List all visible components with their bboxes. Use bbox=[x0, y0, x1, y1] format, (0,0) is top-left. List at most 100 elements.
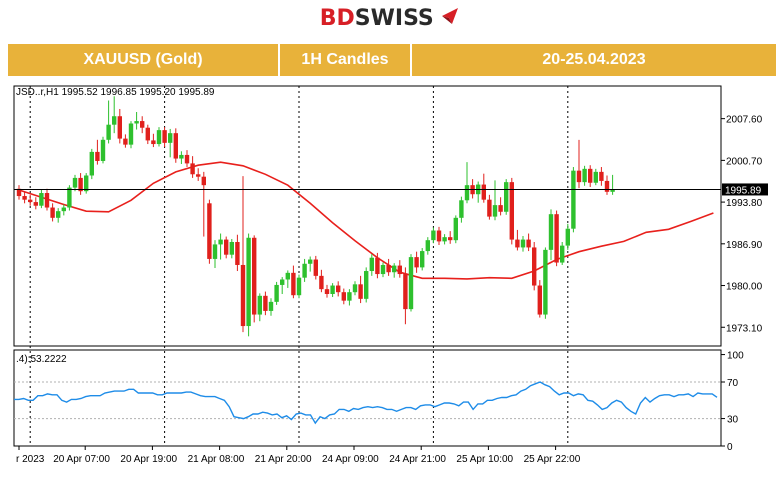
candle bbox=[95, 139, 100, 165]
candle bbox=[140, 116, 145, 134]
candle-body bbox=[554, 214, 559, 263]
candle bbox=[336, 281, 341, 297]
price-tick-label: 1980.00 bbox=[726, 282, 763, 293]
candle bbox=[582, 165, 587, 186]
candle bbox=[280, 277, 285, 294]
oscillator-tick-label: 0 bbox=[727, 442, 733, 453]
candle-body bbox=[599, 171, 604, 181]
price-tick-label: 2007.60 bbox=[726, 115, 763, 126]
time-tick-label: r 2023 bbox=[16, 454, 45, 465]
candle-body bbox=[100, 139, 106, 161]
candle-body bbox=[481, 184, 486, 200]
moving-average-line bbox=[18, 161, 714, 280]
candle bbox=[224, 236, 229, 259]
candle bbox=[504, 179, 509, 215]
candle bbox=[487, 194, 492, 220]
candle-body bbox=[397, 265, 402, 275]
candle-body bbox=[459, 200, 464, 218]
candle bbox=[257, 293, 262, 322]
candle bbox=[604, 175, 610, 195]
candle-body bbox=[22, 196, 27, 200]
candle bbox=[240, 176, 246, 333]
candle bbox=[588, 165, 593, 187]
candle-body bbox=[72, 177, 78, 188]
candle bbox=[268, 298, 274, 316]
candle-body bbox=[84, 175, 89, 192]
candle bbox=[543, 247, 548, 319]
candle bbox=[151, 133, 156, 148]
candle-body bbox=[268, 301, 274, 311]
candle-body bbox=[246, 237, 251, 327]
candle-body bbox=[117, 116, 122, 139]
candle bbox=[235, 234, 240, 272]
oscillator-tick-label: 70 bbox=[727, 378, 739, 389]
candle bbox=[526, 233, 531, 252]
candle-body bbox=[515, 239, 520, 248]
candle-body bbox=[285, 272, 290, 280]
candle bbox=[285, 270, 290, 288]
candle-body bbox=[263, 295, 268, 311]
time-tick-label: 24 Apr 09:00 bbox=[322, 454, 379, 465]
candle bbox=[593, 168, 598, 186]
time-tick-label: 21 Apr 20:00 bbox=[255, 454, 312, 465]
candle-body bbox=[588, 168, 593, 183]
candle-body bbox=[61, 207, 66, 212]
candle-body bbox=[67, 187, 72, 208]
time-tick-label: 21 Apr 08:00 bbox=[188, 454, 245, 465]
candle-body bbox=[352, 284, 358, 293]
candle-body bbox=[364, 271, 369, 299]
candle-body bbox=[145, 127, 150, 141]
candle-body bbox=[593, 171, 598, 183]
candle-body bbox=[50, 207, 55, 218]
candle-body bbox=[487, 199, 492, 217]
time-tick-label: 24 Apr 21:00 bbox=[389, 454, 446, 465]
candle-body bbox=[39, 193, 44, 206]
candle bbox=[89, 148, 94, 180]
candle bbox=[442, 234, 447, 245]
candle-body bbox=[414, 257, 419, 268]
candle bbox=[319, 269, 324, 293]
candle-body bbox=[162, 130, 167, 143]
candle-body bbox=[498, 205, 503, 212]
candle bbox=[403, 267, 408, 325]
candle bbox=[61, 204, 66, 216]
candle bbox=[448, 231, 453, 244]
candle bbox=[207, 199, 212, 264]
candle-body bbox=[330, 285, 335, 294]
candle bbox=[39, 190, 44, 209]
candle bbox=[291, 265, 296, 299]
price-tick-label: 1986.90 bbox=[726, 240, 763, 251]
candle bbox=[492, 180, 498, 221]
title-banner: XAUUSD (Gold) 1H Candles 20-25.04.2023 bbox=[8, 44, 776, 76]
candle bbox=[302, 258, 307, 282]
candle-body bbox=[537, 285, 542, 315]
candle-body bbox=[106, 124, 111, 140]
candle-body bbox=[224, 239, 229, 255]
candle bbox=[50, 203, 55, 222]
current-price-tag bbox=[722, 183, 768, 196]
price-tick-label: 1973.10 bbox=[726, 323, 763, 334]
candle bbox=[610, 174, 615, 195]
oscillator-tick-label: 100 bbox=[727, 351, 744, 362]
candle-body bbox=[369, 257, 374, 272]
candle-body bbox=[543, 249, 548, 315]
candle bbox=[117, 108, 122, 144]
candle bbox=[78, 173, 83, 195]
candle-body bbox=[128, 123, 134, 145]
price-panel-header: JSD..r,H1 1995.52 1996.85 1995.20 1995.8… bbox=[16, 87, 215, 98]
candle bbox=[72, 174, 78, 192]
candle-body bbox=[392, 265, 397, 273]
candle bbox=[252, 235, 257, 323]
candle bbox=[425, 237, 430, 255]
candle bbox=[218, 233, 223, 260]
candle bbox=[179, 151, 184, 164]
candle bbox=[392, 263, 397, 278]
candle bbox=[554, 210, 559, 267]
candle bbox=[100, 136, 106, 164]
brand-logo: BDSWISS bbox=[0, 6, 780, 40]
candle-body bbox=[341, 292, 346, 301]
candle-body bbox=[532, 247, 537, 286]
candle bbox=[347, 289, 352, 306]
candle bbox=[28, 194, 33, 206]
